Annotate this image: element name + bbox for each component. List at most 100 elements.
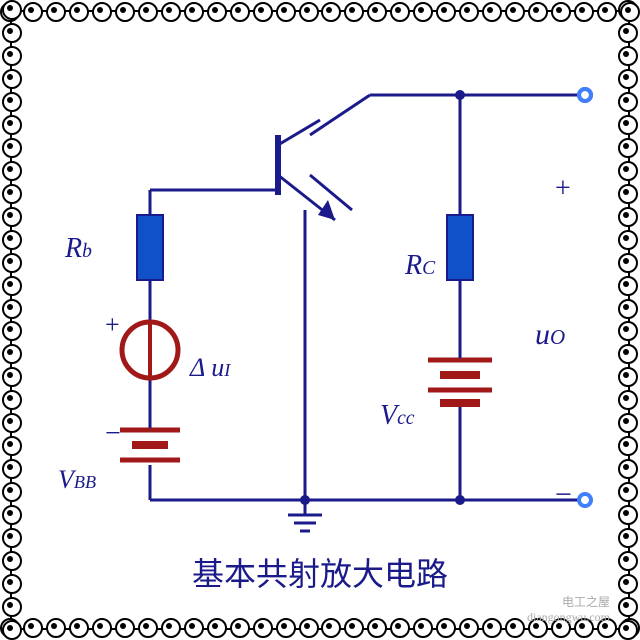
border-circle-icon [505,618,525,638]
label-rb: Rb [65,233,92,265]
resistor-rb [137,215,163,280]
border-circle-icon [161,2,181,22]
border-circle-icon [92,2,112,22]
transistor-symbol [278,120,335,220]
output-terminal-minus [579,494,591,506]
label-delta-ui: Δ uI [190,353,230,383]
border-circle-icon [2,138,22,158]
border-circle-icon [2,207,22,227]
border-circle-icon [618,184,638,204]
border-circle-icon [2,597,22,617]
border-circle-icon [618,528,638,548]
border-circle-icon [618,367,638,387]
border-circle-icon [230,618,250,638]
border-circle-icon [618,505,638,525]
resistor-rc [447,215,473,280]
border-circle-icon [413,618,433,638]
border-circle-icon [2,0,22,20]
border-circle-icon [138,2,158,22]
border-circle-icon [299,2,319,22]
label-minus-out: − [555,478,572,512]
border-circle-icon [618,276,638,296]
border-circle-icon [2,161,22,181]
border-circle-icon [2,299,22,319]
border-circle-icon [299,618,319,638]
border-circle-icon [2,253,22,273]
label-minus-in: − [105,418,121,450]
border-circle-icon [618,138,638,158]
border-circle-icon [276,618,296,638]
battery-vcc [428,360,492,403]
circuit-diagram [40,40,600,560]
border-circle-icon [207,2,227,22]
border-circle-icon [2,23,22,43]
label-uo: uO [535,318,565,352]
border-circle-icon [618,620,638,640]
border-circle-icon [620,2,640,22]
border-circle-icon [618,459,638,479]
border-circle-icon [618,436,638,456]
border-circle-icon [618,207,638,227]
diagram-title: 基本共射放大电路 [0,549,640,595]
border-circle-icon [618,597,638,617]
border-circle-icon [436,618,456,638]
border-circle-icon [115,618,135,638]
border-circle-icon [618,482,638,502]
border-circle-icon [46,618,66,638]
label-vcc: Vcc [380,400,415,432]
label-vbb: VBB [58,465,96,495]
border-circle-icon [618,92,638,112]
border-circle-icon [618,253,638,273]
border-circle-icon [618,299,638,319]
border-circle-icon [618,69,638,89]
border-circle-icon [618,115,638,135]
border-circle-icon [46,2,66,22]
border-circle-icon [115,2,135,22]
border-circle-icon [618,321,638,341]
border-circle-icon [367,618,387,638]
border-circle-icon [69,618,89,638]
border-circle-icon [618,23,638,43]
border-circle-icon [528,2,548,22]
border-circle-icon [2,276,22,296]
border-circle-icon [597,2,617,22]
border-circle-icon [161,618,181,638]
border-circle-icon [23,618,43,638]
border-circle-icon [459,618,479,638]
border-circle-icon [230,2,250,22]
border-circle-icon [618,161,638,181]
border-circle-icon [551,2,571,22]
border-circle-icon [618,344,638,364]
border-circle-icon [2,230,22,250]
border-circle-icon [390,618,410,638]
border-circle-icon [2,184,22,204]
border-circle-icon [23,2,43,22]
border-circle-icon [253,618,273,638]
battery-vbb [120,430,180,460]
border-circle-icon [321,618,341,638]
border-circle-icon [2,69,22,89]
border-circle-icon [574,2,594,22]
watermark: 电工之屋 diangongwu.com [527,593,610,625]
border-circle-icon [69,2,89,22]
border-circle-icon [276,2,296,22]
border-circle-icon [184,2,204,22]
border-circle-icon [2,528,22,548]
border-circle-icon [618,46,638,66]
border-circle-icon [2,46,22,66]
border-circle-icon [344,618,364,638]
border-circle-icon [92,618,112,638]
border-circle-icon [207,618,227,638]
border-circle-icon [2,92,22,112]
label-plus-in: + [105,310,120,340]
border-circle-icon [2,620,22,640]
label-rc: RC [405,250,435,282]
border-circle-icon [618,230,638,250]
border-circle-icon [138,618,158,638]
label-plus-out: + [555,173,571,205]
border-circle-icon [482,618,502,638]
border-circle-icon [618,413,638,433]
border-circle-icon [184,618,204,638]
border-circle-icon [618,390,638,410]
border-circle-icon [253,2,273,22]
